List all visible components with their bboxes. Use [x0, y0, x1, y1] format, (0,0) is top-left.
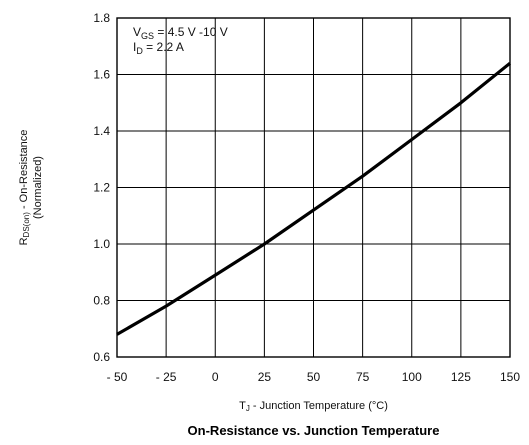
- y-tick-label: 1.4: [93, 124, 110, 138]
- x-tick-label: 25: [258, 370, 272, 384]
- legend-vgs: VGS = 4.5 V -10 V: [133, 25, 228, 41]
- series-layer: [116, 61, 512, 336]
- chart-title: On-Resistance vs. Junction Temperature: [188, 423, 440, 438]
- y-tick-label: 0.6: [93, 350, 110, 364]
- x-tick-label: - 50: [107, 370, 128, 384]
- y-axis-ticks: 0.6 0.8 1.0 1.2 1.4 1.6 1.8: [93, 11, 110, 364]
- grid: [117, 18, 510, 357]
- y-tick-label: 1.8: [93, 11, 110, 25]
- legend-box: VGS = 4.5 V -10 V ID = 2.2 A: [133, 25, 228, 56]
- y-tick-label: 0.8: [93, 294, 110, 308]
- y-axis-title: RDS(on) - On-Resistance: [18, 130, 31, 246]
- x-tick-label: 125: [451, 370, 471, 384]
- x-tick-label: 50: [307, 370, 321, 384]
- legend-id: ID = 2.2 A: [133, 40, 184, 56]
- x-tick-label: 150: [500, 370, 520, 384]
- x-tick-label: 75: [356, 370, 370, 384]
- y-tick-label: 1.0: [93, 237, 110, 251]
- x-tick-label: 0: [212, 370, 219, 384]
- x-tick-label: 100: [402, 370, 422, 384]
- series-line: [116, 61, 512, 336]
- y-tick-label: 1.6: [93, 68, 110, 82]
- y-axis-title-normalized: (Normalized): [32, 156, 44, 219]
- x-axis-title: TJ - Junction Temperature (°C): [239, 400, 388, 413]
- plot-frame: [116, 17, 511, 358]
- y-tick-label: 1.2: [93, 181, 110, 195]
- x-axis-ticks: - 50 - 25 0 25 50 75 100 125 150: [107, 370, 521, 384]
- x-tick-label: - 25: [156, 370, 177, 384]
